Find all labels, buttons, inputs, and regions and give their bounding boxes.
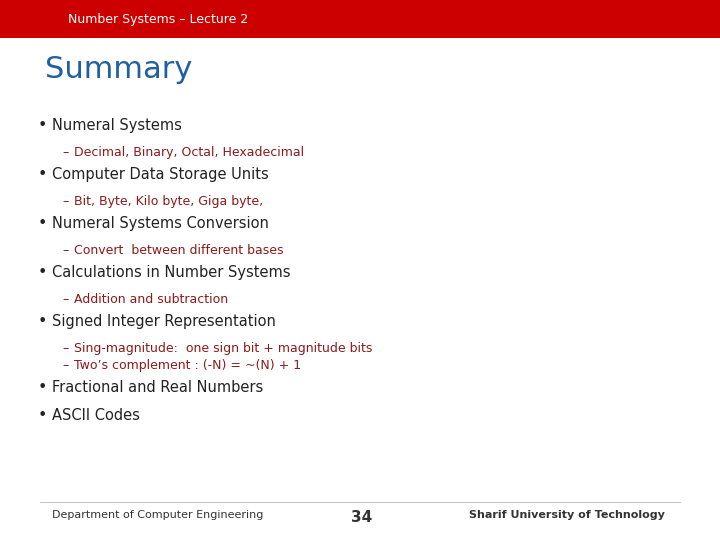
Text: Bit, Byte, Kilo byte, Giga byte,: Bit, Byte, Kilo byte, Giga byte, xyxy=(74,195,263,208)
Bar xyxy=(0,0,720,38)
Text: Number Systems – Lecture 2: Number Systems – Lecture 2 xyxy=(68,12,248,25)
Text: •: • xyxy=(38,265,48,280)
Text: Signed Integer Representation: Signed Integer Representation xyxy=(52,314,276,329)
Text: •: • xyxy=(38,380,48,395)
Text: Numeral Systems: Numeral Systems xyxy=(52,118,182,133)
Text: Calculations in Number Systems: Calculations in Number Systems xyxy=(52,265,290,280)
Text: Computer Data Storage Units: Computer Data Storage Units xyxy=(52,167,269,182)
Text: –: – xyxy=(62,342,68,355)
Text: –: – xyxy=(62,359,68,372)
Text: •: • xyxy=(38,118,48,133)
Text: •: • xyxy=(38,314,48,329)
Text: 34: 34 xyxy=(351,510,373,525)
Text: Summary: Summary xyxy=(45,55,192,84)
Text: •: • xyxy=(38,408,48,423)
Text: •: • xyxy=(38,167,48,182)
Text: Sing-magnitude:  one sign bit + magnitude bits: Sing-magnitude: one sign bit + magnitude… xyxy=(74,342,372,355)
Text: Decimal, Binary, Octal, Hexadecimal: Decimal, Binary, Octal, Hexadecimal xyxy=(74,146,304,159)
Text: Department of Computer Engineering: Department of Computer Engineering xyxy=(52,510,264,520)
Text: Convert  between different bases: Convert between different bases xyxy=(74,244,284,257)
Text: Two’s complement : (-N) = ~(N) + 1: Two’s complement : (-N) = ~(N) + 1 xyxy=(74,359,301,372)
Text: ASCII Codes: ASCII Codes xyxy=(52,408,140,423)
Text: Sharif University of Technology: Sharif University of Technology xyxy=(469,510,665,520)
Text: –: – xyxy=(62,244,68,257)
Text: –: – xyxy=(62,293,68,306)
Text: •: • xyxy=(38,216,48,231)
Text: –: – xyxy=(62,146,68,159)
Text: Addition and subtraction: Addition and subtraction xyxy=(74,293,228,306)
Text: –: – xyxy=(62,195,68,208)
Text: Fractional and Real Numbers: Fractional and Real Numbers xyxy=(52,380,264,395)
Text: Numeral Systems Conversion: Numeral Systems Conversion xyxy=(52,216,269,231)
